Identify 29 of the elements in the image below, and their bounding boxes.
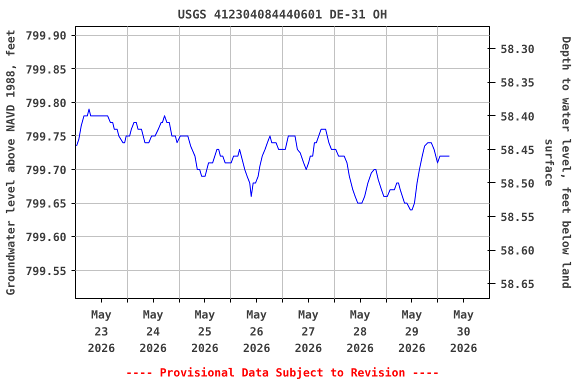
y-tick-label: 799.60 (26, 230, 67, 244)
y-tick-label: 799.70 (26, 163, 67, 178)
x-tick-label: May 28 2026 (346, 308, 374, 356)
y2-tick-label: 58.40 (500, 109, 535, 124)
y-axis-title: Groundwater level above NAVD 1988, feet (4, 29, 18, 296)
y2-tick-label: 58.35 (500, 76, 535, 90)
y2-tick-label: 58.65 (500, 277, 535, 292)
y2-tick-label: 58.45 (500, 142, 535, 157)
y-tick-label: 799.75 (26, 129, 67, 144)
x-tick-label: May 30 2026 (450, 308, 478, 356)
y2-tick-label: 58.55 (500, 210, 535, 224)
y-tick-label: 799.80 (26, 96, 67, 110)
x-tick-label: May 27 2026 (294, 308, 322, 356)
x-tick-label: May 23 2026 (88, 308, 116, 356)
y-tick-label: 799.90 (26, 28, 67, 43)
y2-tick-label: 58.60 (500, 244, 535, 258)
x-tick-label: May 24 2026 (139, 308, 167, 356)
text: ---- Provisional Data Subject to Revision ---- (126, 366, 440, 380)
y-tick-label: 799.65 (26, 196, 67, 211)
y2-tick-label: 58.50 (500, 176, 535, 190)
y-tick-label: 799.55 (26, 264, 67, 278)
x-tick-label: May 25 2026 (191, 308, 219, 356)
x-tick-label: May 26 2026 (242, 308, 270, 356)
line-series (76, 108, 450, 210)
y2-axis-title: Depth to water level, feet below land surface (542, 36, 574, 289)
chart-title: USGS 412304084440601 DE-31 OH (178, 8, 388, 22)
y2-tick-label: 58.30 (500, 42, 535, 56)
x-tick-label: May 29 2026 (398, 308, 426, 356)
y-tick-label: 799.85 (26, 62, 67, 76)
